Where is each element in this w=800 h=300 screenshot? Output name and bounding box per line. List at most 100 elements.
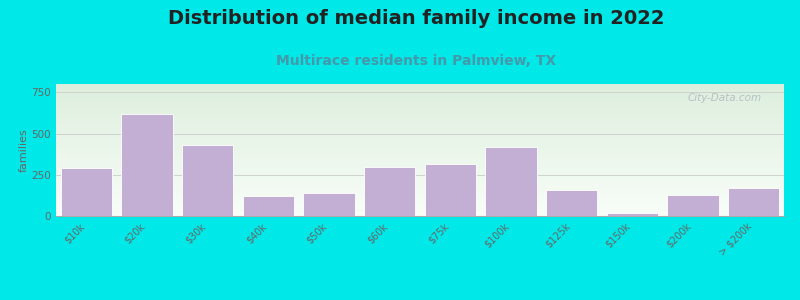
Bar xyxy=(56,122,784,123)
Bar xyxy=(56,97,784,98)
Bar xyxy=(56,131,784,132)
Text: Distribution of median family income in 2022: Distribution of median family income in … xyxy=(168,9,664,28)
Bar xyxy=(56,89,784,90)
Bar xyxy=(56,149,784,150)
Bar xyxy=(56,121,784,122)
Bar xyxy=(56,164,784,165)
Bar xyxy=(56,205,784,206)
Bar xyxy=(56,135,784,136)
Bar xyxy=(56,109,784,110)
Bar xyxy=(56,191,784,192)
Bar xyxy=(56,165,784,166)
Bar xyxy=(56,107,784,108)
Bar xyxy=(56,101,784,102)
Bar xyxy=(56,144,784,145)
Bar xyxy=(56,91,784,92)
Bar xyxy=(56,163,784,164)
Bar xyxy=(303,193,354,216)
Bar xyxy=(56,195,784,196)
Bar xyxy=(56,184,784,185)
Bar xyxy=(606,213,658,216)
Bar xyxy=(56,133,784,134)
Bar xyxy=(364,167,415,216)
Bar xyxy=(56,145,784,146)
Bar xyxy=(56,214,784,215)
Bar xyxy=(56,209,784,210)
Bar xyxy=(56,172,784,173)
Bar xyxy=(56,178,784,179)
Bar xyxy=(56,88,784,89)
Bar xyxy=(56,176,784,177)
Bar xyxy=(56,151,784,152)
Bar xyxy=(56,103,784,104)
Bar xyxy=(56,179,784,180)
Bar xyxy=(56,148,784,149)
Bar xyxy=(56,198,784,199)
Bar xyxy=(56,197,784,198)
Bar xyxy=(56,186,784,187)
Bar xyxy=(56,196,784,197)
Bar xyxy=(56,183,784,184)
Bar xyxy=(56,158,784,159)
Bar xyxy=(56,155,784,156)
Bar xyxy=(56,188,784,189)
Bar xyxy=(56,192,784,193)
Bar xyxy=(56,215,784,216)
Bar xyxy=(56,128,784,129)
Bar xyxy=(56,100,784,101)
Bar xyxy=(56,105,784,106)
Bar xyxy=(56,203,784,204)
Bar xyxy=(56,189,784,190)
Bar xyxy=(56,86,784,87)
Bar xyxy=(56,210,784,211)
Bar xyxy=(56,208,784,209)
Bar xyxy=(56,206,784,207)
Bar xyxy=(56,84,784,85)
Bar xyxy=(56,162,784,163)
Bar xyxy=(56,94,784,95)
Bar xyxy=(56,96,784,97)
Bar xyxy=(56,204,784,205)
Bar xyxy=(56,132,784,133)
Bar xyxy=(56,174,784,175)
Bar xyxy=(425,164,476,216)
Bar xyxy=(728,188,779,216)
Bar xyxy=(56,154,784,155)
Bar xyxy=(56,137,784,138)
Bar xyxy=(56,116,784,117)
Bar xyxy=(56,168,784,169)
Bar xyxy=(56,173,784,174)
Bar xyxy=(56,110,784,111)
Bar xyxy=(56,111,784,112)
Bar xyxy=(56,124,784,125)
Bar xyxy=(56,177,784,178)
Bar xyxy=(56,147,784,148)
Bar xyxy=(56,194,784,195)
Bar xyxy=(56,157,784,158)
Bar xyxy=(56,138,784,139)
Bar xyxy=(56,146,784,147)
Bar xyxy=(56,201,784,202)
Bar xyxy=(56,106,784,107)
Bar xyxy=(56,156,784,157)
Bar xyxy=(546,190,598,216)
Bar xyxy=(486,147,537,216)
Bar xyxy=(56,213,784,214)
Bar xyxy=(56,136,784,137)
Y-axis label: families: families xyxy=(18,128,29,172)
Bar xyxy=(61,168,112,216)
Bar xyxy=(56,202,784,203)
Bar xyxy=(56,143,784,144)
Bar xyxy=(56,212,784,213)
Bar xyxy=(56,182,784,183)
Text: Multirace residents in Palmview, TX: Multirace residents in Palmview, TX xyxy=(276,54,556,68)
Bar xyxy=(122,114,173,216)
Bar xyxy=(56,108,784,109)
Bar xyxy=(56,170,784,171)
Bar xyxy=(56,169,784,170)
Bar xyxy=(56,120,784,121)
Bar xyxy=(56,129,784,130)
Bar xyxy=(56,98,784,99)
Bar xyxy=(56,167,784,168)
Bar xyxy=(56,153,784,154)
